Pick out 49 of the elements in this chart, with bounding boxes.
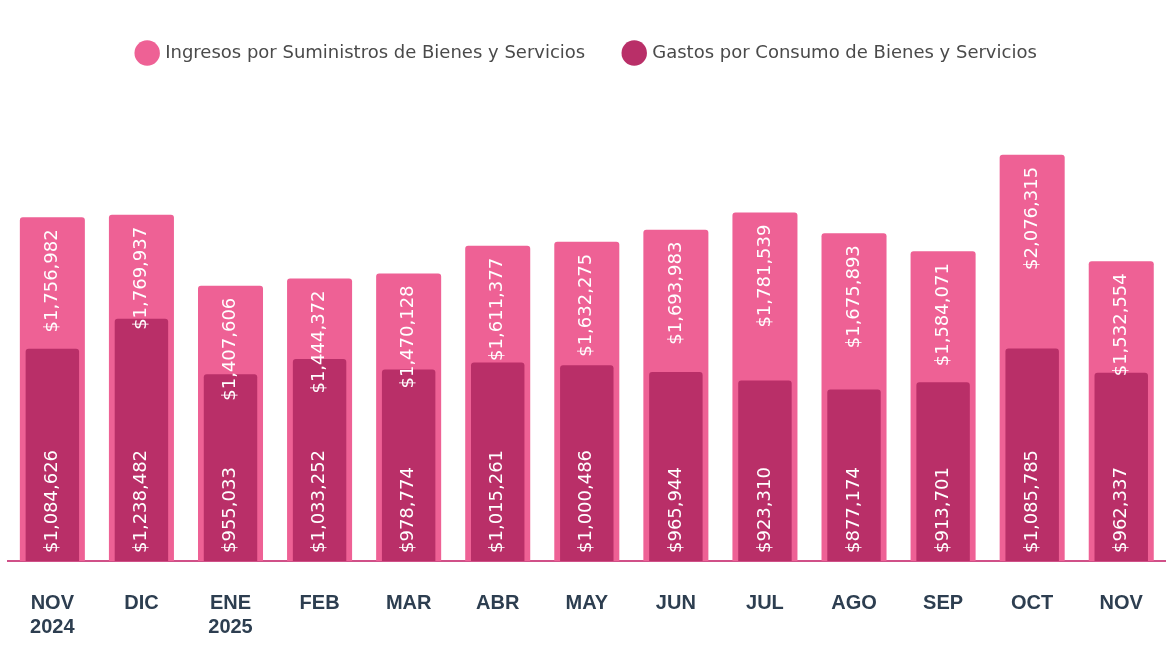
legend-label: Gastos por Consumo de Bienes y Servicios xyxy=(652,40,1037,62)
bar xyxy=(25,348,80,561)
x-tick-label: NOV xyxy=(1099,590,1144,613)
data-label: $1,033,252 xyxy=(307,449,329,553)
data-label: $923,310 xyxy=(752,467,774,553)
data-label: $965,944 xyxy=(663,467,685,553)
x-tick-label: MAR xyxy=(385,590,432,613)
data-label: $2,076,315 xyxy=(1019,166,1041,270)
x-tick-label: JUL xyxy=(746,590,784,613)
data-label: $978,774 xyxy=(396,467,418,553)
legend-label: Ingresos por Suministros de Bienes y Servicios xyxy=(165,40,586,62)
data-label: $962,337 xyxy=(1108,467,1130,553)
x-tick-label: DIC xyxy=(124,590,159,613)
data-label: $1,015,261 xyxy=(485,449,507,553)
bar xyxy=(916,382,970,561)
data-label: $1,085,785 xyxy=(1019,449,1041,553)
x-tick-label: OCT xyxy=(1011,590,1054,613)
x-tick-label: ENE 2025 xyxy=(208,590,253,637)
bar xyxy=(560,365,614,561)
data-label: $1,084,626 xyxy=(40,449,62,553)
data-label: $955,033 xyxy=(218,467,240,553)
bar xyxy=(1005,348,1059,561)
data-label: $877,174 xyxy=(841,467,863,553)
data-label: $1,756,982 xyxy=(40,229,62,333)
x-tick-label: MAY xyxy=(565,590,609,613)
data-label: $1,532,554 xyxy=(1108,273,1130,377)
x-tick-label: AGO xyxy=(831,590,877,613)
x-tick-label: SEP xyxy=(923,590,964,613)
data-label: $1,444,372 xyxy=(307,290,329,394)
data-label: $1,769,937 xyxy=(129,226,151,330)
x-tick-label: NOV 2024 xyxy=(30,590,76,637)
bar xyxy=(471,362,525,561)
x-tick-label: FEB xyxy=(299,590,340,613)
data-label: $1,611,377 xyxy=(485,257,507,361)
data-label: $913,701 xyxy=(930,467,952,553)
x-tick-label: ABR xyxy=(476,590,520,613)
data-label: $1,000,486 xyxy=(574,449,596,553)
data-label: $1,238,482 xyxy=(129,449,151,553)
x-tick-label: JUN xyxy=(655,590,696,613)
data-label: $1,675,893 xyxy=(841,245,863,349)
data-label: $1,693,983 xyxy=(663,241,685,345)
bar xyxy=(649,372,703,561)
data-label: $1,632,275 xyxy=(574,253,596,357)
data-label: $1,781,539 xyxy=(752,224,774,328)
data-label: $1,407,606 xyxy=(218,297,240,401)
bar xyxy=(738,380,792,561)
data-label: $1,470,128 xyxy=(396,285,418,389)
bar xyxy=(827,389,881,561)
data-label: $1,584,071 xyxy=(930,263,952,367)
